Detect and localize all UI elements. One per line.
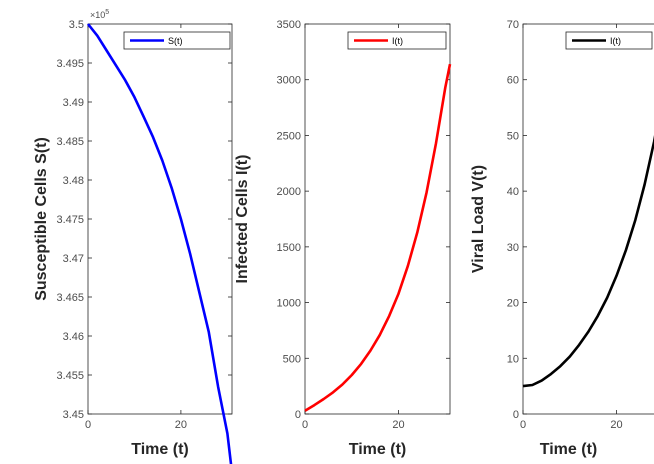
y-tick-label: 3500 xyxy=(277,19,301,31)
series-line-1 xyxy=(86,23,233,464)
x-tick-label: 20 xyxy=(610,419,622,431)
y-tick-label: 1500 xyxy=(277,242,301,254)
y-tick-label: 0 xyxy=(295,409,301,421)
legend: S(t) xyxy=(123,31,231,50)
y-tick-label: 3.465 xyxy=(56,292,84,304)
x-tick-label: 20 xyxy=(175,419,187,431)
y-tick-label: 3.48 xyxy=(63,175,84,187)
y-tick-label: 3.455 xyxy=(56,370,84,382)
x-tick-label: 0 xyxy=(85,419,91,431)
y-exponent-label: ×105 xyxy=(90,9,109,20)
y-tick-label: 3.47 xyxy=(63,253,84,265)
series-line-1 xyxy=(522,134,654,388)
y-tick-label: 60 xyxy=(507,75,519,87)
y-tick-label: 0 xyxy=(513,409,519,421)
legend-label: S(t) xyxy=(168,36,183,46)
y-tick-label: 3.46 xyxy=(63,331,84,343)
y-tick-label: 3.49 xyxy=(63,97,84,109)
y-tick-label: 2500 xyxy=(277,130,301,142)
series-line-1 xyxy=(304,63,452,412)
x-axis-label: Time (t) xyxy=(131,441,188,458)
y-exponent-power: 5 xyxy=(105,9,109,16)
legend: I(t) xyxy=(347,31,447,50)
y-tick-label: 30 xyxy=(507,242,519,254)
chart-panel-2: 0 500 1000 1500 2000 2500 3000 3500 0 20 Time (t) I… xyxy=(234,19,452,458)
y-tick-label: 3000 xyxy=(277,75,301,87)
plot-area-border xyxy=(304,23,451,415)
y-tick-label: 3.45 xyxy=(63,409,84,421)
y-tick-label: 70 xyxy=(507,19,519,31)
x-axis-label: Time (t) xyxy=(540,441,597,458)
legend-box xyxy=(123,31,231,50)
y-tick-label: 2000 xyxy=(277,186,301,198)
legend-box xyxy=(347,31,447,50)
y-tick-label: 50 xyxy=(507,130,519,142)
x-tick-label: 20 xyxy=(392,419,404,431)
plot-area-border xyxy=(87,23,233,415)
y-tick-label: 3.475 xyxy=(56,214,84,226)
y-axis-label: Viral Load V(t) xyxy=(470,165,487,273)
y-tick-label: 500 xyxy=(283,353,301,365)
x-tick-label: 0 xyxy=(302,419,308,431)
y-tick-label: 3.495 xyxy=(56,58,84,70)
y-axis-label: Susceptible Cells S(t) xyxy=(33,137,50,301)
y-tick-label: 40 xyxy=(507,186,519,198)
plot-area-border xyxy=(522,23,654,415)
y-tick-label: 3.485 xyxy=(56,136,84,148)
legend: I(t) xyxy=(565,31,653,50)
x-tick-label: 0 xyxy=(520,419,526,431)
x-axis-label: Time (t) xyxy=(349,441,406,458)
legend-box xyxy=(565,31,653,50)
y-tick-label: 3.5 xyxy=(69,19,84,31)
y-tick-label: 20 xyxy=(507,298,519,310)
y-tick-label: 10 xyxy=(507,353,519,365)
y-tick-label: 1000 xyxy=(277,298,301,310)
legend-label: I(t) xyxy=(610,36,621,46)
chart-panel-1: 3.45 3.455 3.46 3.465 3.47 3.475 3.48 3.485 3.49… xyxy=(33,9,233,464)
legend-label: I(t) xyxy=(392,36,403,46)
chart-panel-3: 0 10 20 30 40 50 60 70 0 20 Time (t) Viral Load V(t… xyxy=(470,19,654,458)
y-axis-label: Infected Cells I(t) xyxy=(234,155,251,284)
